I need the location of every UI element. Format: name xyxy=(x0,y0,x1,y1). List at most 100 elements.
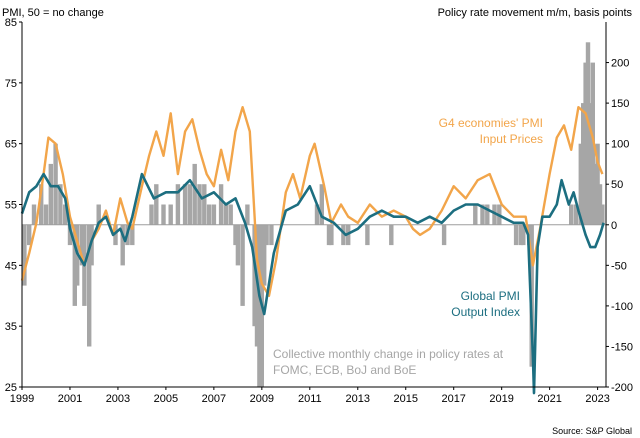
policy-rate-bar xyxy=(257,224,262,387)
x-tick-label: 2021 xyxy=(537,393,561,405)
right-tick-label: 200 xyxy=(611,58,629,70)
policy-rate-bar xyxy=(573,204,579,225)
policy-rate-bar xyxy=(72,224,77,306)
policy-rate-bar xyxy=(262,224,267,286)
policy-rate-bar xyxy=(120,224,125,266)
left-tick-label: 25 xyxy=(5,382,17,394)
input-prices-series-line xyxy=(20,106,604,297)
policy-rate-bar xyxy=(113,224,118,246)
policy-rate-bar xyxy=(48,163,53,225)
policy-rate-bar xyxy=(389,224,394,246)
x-tick-label: 2017 xyxy=(441,393,465,405)
policy-rate-bar xyxy=(175,184,181,225)
left-tick-label: 75 xyxy=(5,78,17,90)
policy-rate-bar xyxy=(96,204,101,225)
policy-rate-bar xyxy=(595,143,600,225)
policy-rate-bars xyxy=(22,42,605,387)
policy-rate-bar xyxy=(585,42,591,225)
policy-rate-bar xyxy=(329,224,334,246)
left-tick-label: 65 xyxy=(5,139,17,151)
policy-rate-bar xyxy=(588,103,593,225)
policy-rate-bar xyxy=(223,204,229,225)
policy-rate-bar xyxy=(341,224,346,246)
x-tick-label: 2015 xyxy=(393,393,417,405)
right-axis-ticks: -200 -150 -100 -50 0 50 100 150 200 xyxy=(606,58,633,394)
policy-rate-bar xyxy=(245,204,250,225)
policy-rate-bar xyxy=(597,184,603,225)
policy-rate-bar xyxy=(233,224,238,246)
policy-rate-bar xyxy=(521,224,526,246)
right-tick-label: 100 xyxy=(611,139,629,151)
source-note: Source: S&P Global xyxy=(552,426,632,436)
policy-rate-bar xyxy=(43,204,49,225)
policy-rate-bar xyxy=(58,184,63,225)
policy-rate-bar xyxy=(365,224,370,246)
policy-rate-bar xyxy=(480,204,485,225)
x-tick-label: 2011 xyxy=(298,393,322,405)
policy-rate-bar xyxy=(211,204,217,225)
policy-rate-bar xyxy=(264,224,269,246)
policy-rate-bar xyxy=(149,204,154,225)
output-index-series-line xyxy=(20,172,605,395)
policy-rate-bar xyxy=(87,224,92,347)
x-tick-label: 2003 xyxy=(106,393,130,405)
policy-rate-bar xyxy=(441,224,447,246)
right-tick-label: -100 xyxy=(611,301,633,313)
policy-rate-bar xyxy=(485,204,490,225)
right-tick-label: 50 xyxy=(611,179,623,191)
policy-rate-bar xyxy=(27,224,32,246)
policy-rate-bar xyxy=(202,184,207,225)
policy-rate-bar xyxy=(154,184,159,225)
policy-rate-bar xyxy=(39,184,44,225)
right-tick-label: -150 xyxy=(611,341,633,353)
input-prices-annotation-line2: Input Prices xyxy=(480,132,543,146)
input-prices-annotation-line1: G4 economies' PMI xyxy=(439,116,543,130)
x-tick-label: 2019 xyxy=(489,393,513,405)
policy-rate-bar xyxy=(578,143,583,225)
axes xyxy=(21,22,607,388)
right-tick-label: 0 xyxy=(611,220,617,232)
left-tick-label: 85 xyxy=(5,17,17,29)
left-tick-label: 45 xyxy=(5,260,17,272)
output-index-annotation-line1: Global PMI xyxy=(461,289,520,303)
policy-rate-bar xyxy=(269,224,274,246)
policy-rate-bar xyxy=(197,184,202,225)
policy-rate-bar xyxy=(161,204,166,225)
policy-rate-bar xyxy=(67,224,73,246)
x-tick-label: 2023 xyxy=(585,393,609,405)
policy-bars-annotation-line2: FOMC, ECB, BoJ and BoE xyxy=(273,363,416,377)
policy-rate-bar xyxy=(235,224,241,266)
policy-rate-bar xyxy=(240,224,245,306)
policy-rate-bar xyxy=(218,184,224,225)
policy-rate-bar xyxy=(473,204,478,225)
x-axis-ticks: 1999 2001 2003 2005 2007 2009 2011 2013 2015 2017… xyxy=(10,387,610,405)
policy-rate-bar xyxy=(492,204,497,225)
policy-rate-bar xyxy=(206,204,212,225)
policy-rate-bar xyxy=(583,62,588,225)
left-axis-ticks: 25 35 45 55 65 75 85 xyxy=(5,17,22,394)
left-axis-label: PMI, 50 = no change xyxy=(2,7,104,19)
policy-bars-annotation-line1: Collective monthly change in policy rate… xyxy=(273,347,504,361)
right-axis-label: Policy rate movement m/m, basis points xyxy=(438,7,633,19)
policy-rate-bar xyxy=(31,204,37,225)
policy-rate-bar xyxy=(63,204,68,225)
policy-rate-bar xyxy=(319,184,324,225)
policy-rate-bar xyxy=(168,204,173,225)
x-tick-label: 2009 xyxy=(250,393,274,405)
policy-rate-bar xyxy=(569,204,574,225)
policy-rate-bar xyxy=(518,224,524,246)
x-tick-label: 1999 xyxy=(10,393,34,405)
policy-rate-bar xyxy=(326,224,332,246)
policy-rate-bar xyxy=(600,204,605,225)
policy-rate-bar xyxy=(53,143,58,225)
policy-rate-bar xyxy=(252,224,257,327)
policy-rate-bar xyxy=(182,184,188,225)
policy-rate-bar xyxy=(22,224,27,286)
left-tick-label: 35 xyxy=(5,321,17,333)
policy-rate-bar xyxy=(581,103,586,225)
right-tick-label: -50 xyxy=(611,260,627,272)
x-tick-label: 2001 xyxy=(58,393,82,405)
policy-rate-bar xyxy=(79,224,85,266)
policy-rate-bar xyxy=(513,224,519,246)
